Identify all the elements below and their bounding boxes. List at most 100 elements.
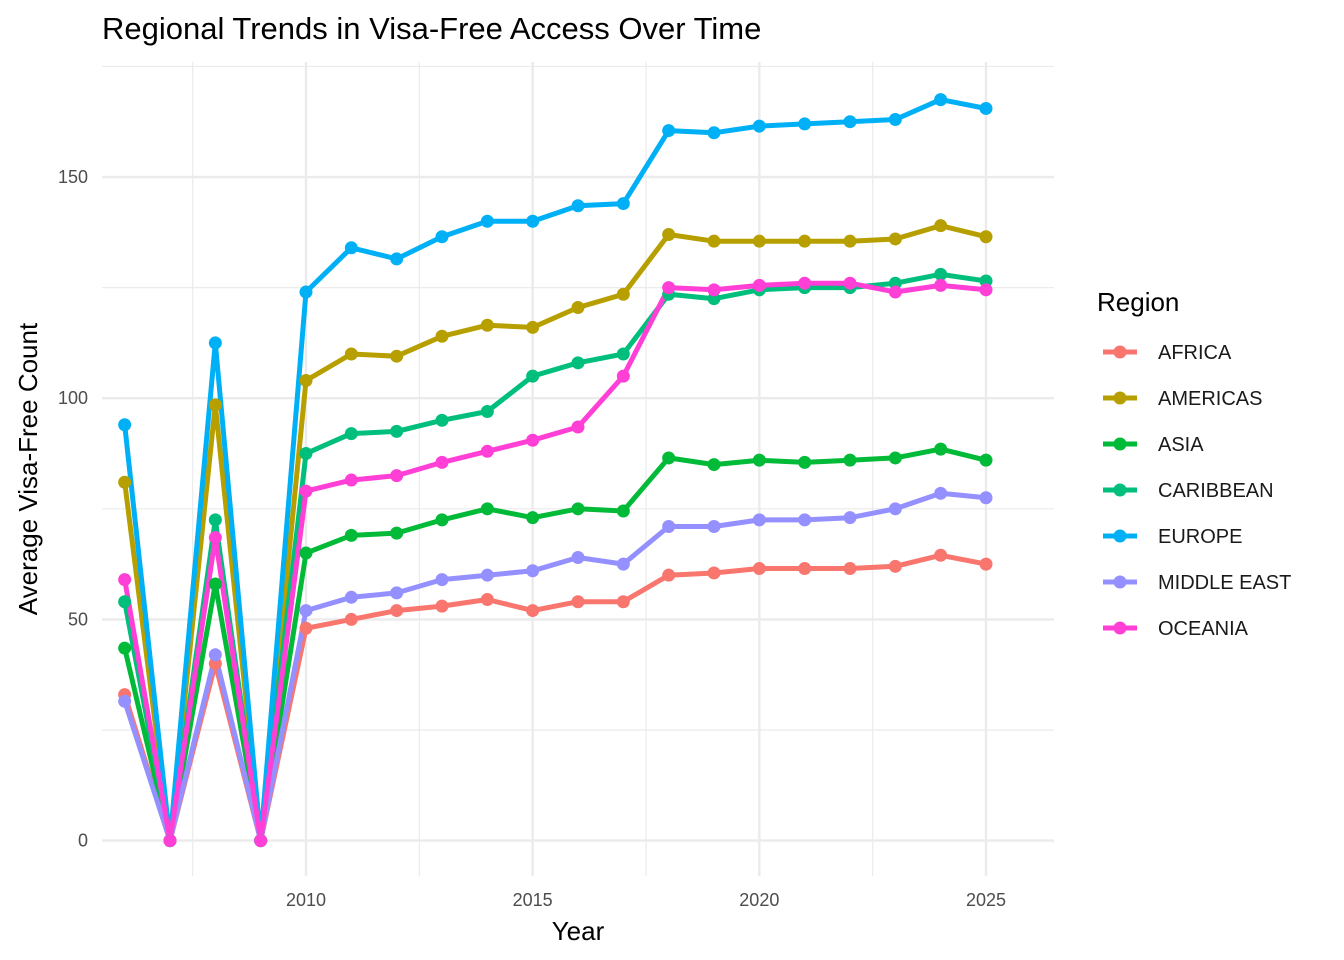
data-point-americas (662, 228, 676, 242)
y-axis-title: Average Visa-Free Count (13, 322, 43, 615)
y-tick-label: 50 (68, 609, 88, 629)
data-point-asia (662, 451, 676, 465)
data-point-oceania (390, 469, 404, 483)
legend: Region AFRICA AMERICAS ASIA CARIBBEAN EUROPE… (1097, 287, 1291, 640)
data-point-oceania (662, 281, 676, 295)
y-tick-label: 100 (58, 388, 88, 408)
data-point-caribbean (344, 427, 358, 441)
y-tick-label: 0 (78, 831, 88, 851)
series-lines (122, 97, 989, 844)
legend-label: AMERICAS (1158, 388, 1262, 410)
data-point-middle-east (208, 648, 222, 662)
data-point-europe (707, 126, 721, 140)
data-point-oceania (616, 369, 630, 383)
data-point-europe (571, 199, 585, 213)
data-point-asia (390, 526, 404, 540)
data-point-americas (616, 287, 630, 301)
data-point-europe (299, 285, 313, 299)
data-point-europe (798, 117, 812, 131)
chart-title: Regional Trends in Visa-Free Access Over… (102, 11, 761, 46)
data-point-middle-east (934, 486, 948, 500)
x-tick-label: 2020 (739, 890, 779, 910)
data-point-asia (888, 451, 902, 465)
data-point-americas (571, 301, 585, 315)
legend-key-point (1113, 345, 1127, 359)
data-point-asia (480, 502, 494, 516)
data-point-oceania (979, 283, 993, 297)
data-point-europe (934, 93, 948, 107)
data-point-caribbean (435, 413, 449, 427)
data-point-caribbean (118, 595, 132, 609)
data-point-africa (390, 604, 404, 618)
data-point-asia (299, 546, 313, 560)
data-point-oceania (163, 834, 177, 848)
data-point-caribbean (571, 356, 585, 370)
data-point-europe (118, 418, 132, 432)
data-point-asia (118, 641, 132, 655)
x-tick-label: 2015 (513, 890, 553, 910)
legend-item-oceania: OCEANIA (1103, 618, 1249, 640)
data-point-oceania (480, 444, 494, 458)
data-point-oceania (934, 278, 948, 292)
data-point-caribbean (390, 424, 404, 438)
data-point-africa (934, 548, 948, 562)
data-point-americas (979, 230, 993, 244)
data-point-americas (344, 347, 358, 361)
data-point-asia (344, 528, 358, 542)
data-point-caribbean (526, 369, 540, 383)
data-point-europe (390, 252, 404, 266)
data-point-europe (526, 214, 540, 228)
data-point-asia (798, 455, 812, 469)
x-axis-tick-labels: 2010 2015 2020 2025 (286, 890, 1006, 910)
data-point-africa (571, 595, 585, 609)
legend-title: Region (1097, 287, 1179, 317)
legend-item-europe: EUROPE (1103, 526, 1242, 548)
data-point-middle-east (616, 557, 630, 571)
data-point-americas (888, 232, 902, 246)
data-point-europe (662, 124, 676, 138)
data-point-oceania (118, 573, 132, 587)
series-points (118, 93, 993, 848)
data-point-caribbean (616, 347, 630, 361)
y-tick-label: 150 (58, 167, 88, 187)
data-point-middle-east (662, 520, 676, 534)
data-point-europe (752, 119, 766, 133)
data-point-caribbean (208, 513, 222, 527)
data-point-africa (707, 566, 721, 580)
legend-label: OCEANIA (1158, 618, 1249, 640)
x-axis-title: Year (552, 916, 605, 946)
data-point-africa (752, 562, 766, 576)
legend-label: MIDDLE EAST (1158, 572, 1291, 594)
data-point-oceania (299, 484, 313, 498)
data-point-europe (843, 115, 857, 129)
data-point-oceania (344, 473, 358, 487)
data-point-middle-east (435, 573, 449, 587)
series-line-middle-east (122, 490, 989, 844)
legend-item-asia: ASIA (1103, 434, 1204, 456)
data-point-americas (798, 234, 812, 248)
legend-item-middle-east: MIDDLE EAST (1103, 572, 1291, 594)
legend-label: CARIBBEAN (1158, 480, 1274, 502)
data-point-americas (707, 234, 721, 248)
data-point-europe (888, 113, 902, 127)
data-point-africa (344, 612, 358, 626)
data-point-oceania (208, 531, 222, 545)
data-point-caribbean (299, 447, 313, 461)
data-point-oceania (888, 285, 902, 299)
data-point-asia (616, 504, 630, 518)
data-point-middle-east (390, 586, 404, 600)
data-point-middle-east (888, 502, 902, 516)
data-point-africa (798, 562, 812, 576)
legend-key-point (1113, 621, 1127, 635)
data-point-europe (435, 230, 449, 244)
data-point-middle-east (526, 564, 540, 578)
x-tick-label: 2010 (286, 890, 326, 910)
data-point-asia (934, 442, 948, 456)
data-point-africa (662, 568, 676, 582)
legend-item-africa: AFRICA (1103, 342, 1232, 364)
data-point-asia (571, 502, 585, 516)
data-point-africa (888, 559, 902, 573)
data-point-asia (435, 513, 449, 527)
data-point-americas (843, 234, 857, 248)
